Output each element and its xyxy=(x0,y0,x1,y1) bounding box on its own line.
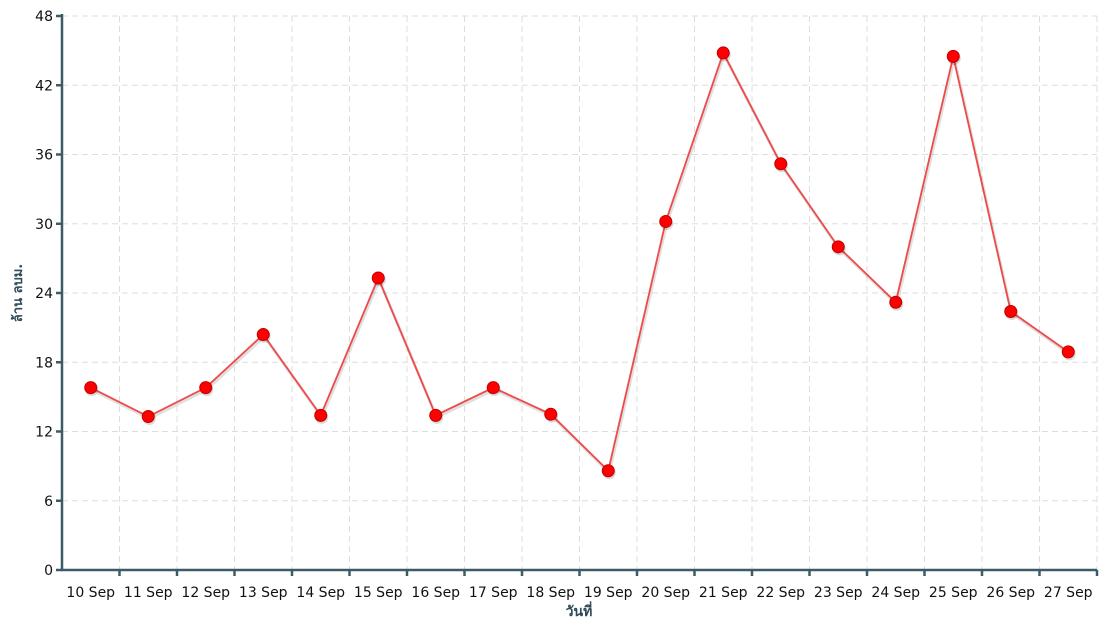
point xyxy=(774,157,788,171)
point xyxy=(659,214,673,228)
x-tick-label: 26 Sep xyxy=(986,585,1035,601)
x-tick-label: 21 Sep xyxy=(699,585,748,601)
x-tick-label: 16 Sep xyxy=(411,585,460,601)
x-tick-label: 11 Sep xyxy=(124,585,173,601)
y-tick-label: 30 xyxy=(35,217,53,233)
y-tick-label: 18 xyxy=(35,355,53,371)
point xyxy=(889,295,903,309)
y-tick-label: 48 xyxy=(35,9,53,25)
x-tick-label: 14 Sep xyxy=(296,585,345,601)
line-shadow xyxy=(91,51,1071,476)
point xyxy=(831,240,845,254)
y-tick-label: 0 xyxy=(44,563,53,579)
y-tick-label: 6 xyxy=(44,494,53,510)
y-tick-label: 36 xyxy=(35,148,53,164)
y-axis-label: ล้าน ลบม. xyxy=(10,264,26,322)
point xyxy=(199,381,213,395)
point xyxy=(544,407,558,421)
point xyxy=(141,409,155,423)
line xyxy=(90,50,1069,473)
x-tick-label: 12 Sep xyxy=(181,585,230,601)
point xyxy=(314,408,328,422)
point xyxy=(1004,304,1018,318)
x-tick-label: 25 Sep xyxy=(929,585,978,601)
point xyxy=(601,464,615,478)
x-tick-label: 18 Sep xyxy=(526,585,575,601)
x-tick-label: 27 Sep xyxy=(1044,585,1093,601)
x-tick-label: 24 Sep xyxy=(871,585,920,601)
x-tick-label: 20 Sep xyxy=(641,585,690,601)
point xyxy=(486,381,500,395)
point xyxy=(946,49,960,63)
x-tick-label: 17 Sep xyxy=(469,585,518,601)
point xyxy=(256,328,270,342)
y-tick-label: 12 xyxy=(35,425,53,441)
point xyxy=(1061,345,1075,359)
x-tick-label: 23 Sep xyxy=(814,585,863,601)
x-tick-label: 15 Sep xyxy=(354,585,403,601)
point xyxy=(429,408,443,422)
y-tick-label: 42 xyxy=(35,78,53,94)
y-tick-label: 24 xyxy=(35,286,53,302)
point xyxy=(716,46,730,60)
point xyxy=(84,381,98,395)
x-tick-label: 13 Sep xyxy=(239,585,288,601)
x-tick-label: 19 Sep xyxy=(584,585,633,601)
x-axis-label: วันที่ xyxy=(566,601,593,620)
point xyxy=(371,271,385,285)
x-tick-label: 10 Sep xyxy=(66,585,115,601)
x-tick-label: 22 Sep xyxy=(756,585,805,601)
